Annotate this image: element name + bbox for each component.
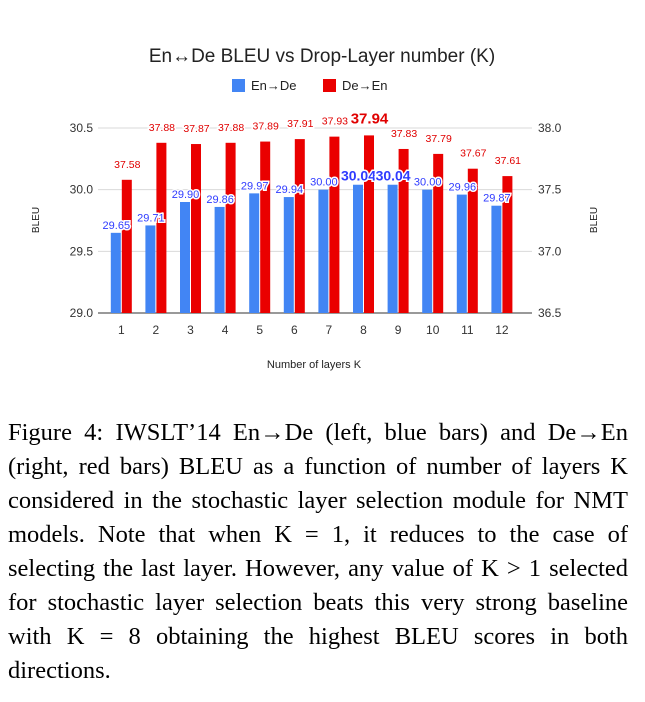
bar-en-de: [283, 197, 294, 313]
bar-de-en: [329, 136, 340, 313]
legend-label-en-de: En→De: [251, 78, 297, 93]
data-label-de-en: 37.89: [253, 121, 279, 133]
right-tick-label: 38.0: [538, 121, 562, 135]
data-label-en-de: 29.94: [276, 184, 304, 196]
bar-en-de: [318, 189, 329, 313]
bar-de-en: [121, 179, 132, 313]
x-tick-label: 11: [461, 323, 474, 337]
data-labels: 29.65 37.58 29.71 37.88 29.90 37.87 29.86 37.88…: [101, 109, 523, 233]
bar-en-de: [387, 184, 398, 313]
x-tick-label: 6: [291, 323, 298, 337]
bar-de-en: [225, 142, 236, 313]
data-label-de-en: 37.67: [460, 148, 486, 160]
data-label-de-en: 37.61: [495, 155, 521, 167]
bar-de-en: [191, 144, 201, 313]
data-label-en-de: 29.71: [137, 212, 165, 224]
data-label-de-en: 37.91: [287, 118, 313, 130]
bars: [110, 135, 513, 313]
data-label-de-en: 37.58: [114, 159, 140, 171]
chart-title: En↔De BLEU vs Drop-Layer number (K): [149, 46, 495, 67]
bar-de-en: [433, 153, 444, 313]
left-tick-label: 29.0: [70, 306, 94, 320]
bar-de-en: [156, 142, 167, 313]
data-label-de-en: 37.79: [426, 133, 452, 145]
x-tick-label: 5: [256, 323, 263, 337]
data-label-en-de: 30.04: [376, 168, 411, 184]
bleu-chart: En↔De BLEU vs Drop-Layer number (K) En→D…: [31, 46, 600, 371]
x-tick-label: 12: [495, 323, 509, 337]
bar-en-de: [180, 202, 190, 313]
x-tick-label: 4: [222, 323, 229, 337]
bar-en-de: [249, 193, 260, 313]
legend: En→De De→En: [232, 78, 388, 93]
data-label-de-en: 37.94: [351, 110, 389, 127]
data-label-de-en: 37.83: [391, 128, 417, 140]
x-tick-label: 3: [187, 323, 194, 337]
left-axis-title: BLEU: [31, 207, 42, 233]
legend-swatch-en-de: [232, 79, 245, 92]
data-label-de-en: 37.88: [218, 122, 244, 134]
x-axis-ticks: 1 2 3 4 5 6 7 8 9 10 11 12: [118, 323, 509, 337]
bar-en-de: [353, 184, 363, 313]
data-label-en-de: 30.00: [310, 177, 338, 189]
data-label-en-de: 30.00: [414, 177, 442, 189]
x-tick-label: 1: [118, 323, 125, 337]
bar-en-de: [214, 206, 225, 313]
legend-label-de-en: De→En: [342, 78, 388, 93]
bar-en-de: [422, 189, 433, 313]
data-label-de-en: 37.88: [149, 122, 175, 134]
data-label-en-de: 29.65: [103, 220, 131, 232]
data-label-de-en: 37.93: [322, 116, 348, 128]
bar-en-de: [456, 194, 467, 313]
data-label-en-de: 29.86: [206, 194, 234, 206]
data-label-en-de: 29.87: [483, 193, 511, 205]
right-tick-label: 37.0: [538, 244, 562, 258]
left-tick-label: 29.5: [70, 244, 94, 258]
bar-de-en: [260, 141, 271, 313]
left-tick-label: 30.5: [70, 121, 94, 135]
figure-caption: Figure 4: IWSLT’14 En→De (left, blue bar…: [8, 416, 628, 688]
x-tick-label: 7: [326, 323, 333, 337]
bar-de-en: [364, 135, 374, 313]
data-label-de-en: 37.87: [183, 123, 209, 135]
data-label-en-de: 30.04: [341, 168, 376, 184]
x-tick-label: 10: [426, 323, 440, 337]
bar-en-de: [491, 205, 502, 313]
bar-de-en: [294, 139, 305, 313]
data-label-en-de: 29.96: [449, 182, 477, 194]
x-tick-label: 8: [360, 323, 367, 337]
legend-swatch-de-en: [323, 79, 336, 92]
x-tick-label: 2: [153, 323, 160, 337]
bar-de-en: [502, 176, 513, 313]
right-axis-ticks: 36.5 37.0 37.5 38.0: [538, 121, 562, 320]
right-axis-title: BLEU: [589, 207, 600, 233]
data-label-en-de: 29.97: [241, 180, 269, 192]
left-tick-label: 30.0: [70, 183, 94, 197]
x-tick-label: 9: [395, 323, 402, 337]
right-tick-label: 37.5: [538, 183, 562, 197]
bar-de-en: [467, 168, 478, 313]
left-axis-ticks: 29.0 29.5 30.0 30.5: [70, 121, 94, 320]
right-tick-label: 36.5: [538, 306, 562, 320]
bar-en-de: [110, 232, 121, 313]
x-axis-title: Number of layers K: [267, 359, 362, 371]
data-label-en-de: 29.90: [172, 189, 200, 201]
bar-en-de: [145, 225, 156, 313]
bar-de-en: [398, 148, 409, 313]
caption-text: Figure 4: IWSLT’14 En→De (left, blue bar…: [8, 419, 628, 684]
